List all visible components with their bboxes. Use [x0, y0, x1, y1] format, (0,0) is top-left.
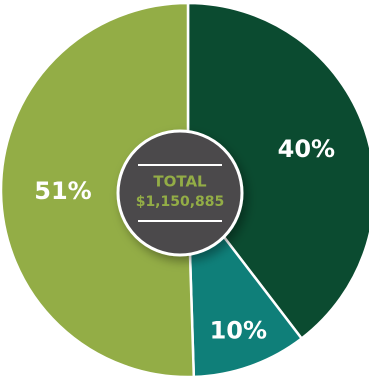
center-badge: TOTAL $1,150,885 [116, 129, 244, 257]
center-value: $1,150,885 [136, 194, 225, 210]
pie-slice-2 [0, 1, 196, 377]
slice-label-0: 40% [278, 135, 335, 163]
center-title: TOTAL [153, 173, 207, 191]
slice-labels: 40% 10% 51% [34, 135, 335, 344]
pie-slice-0 [186, 1, 369, 340]
slice-label-2: 51% [34, 177, 91, 205]
center-circle [116, 129, 244, 257]
slice-label-1: 10% [210, 316, 267, 344]
